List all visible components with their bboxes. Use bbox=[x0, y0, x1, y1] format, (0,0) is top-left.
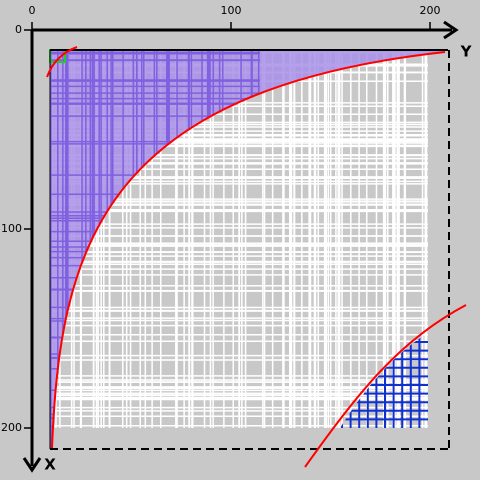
y-tick-label: 100 bbox=[221, 4, 242, 17]
red-curve bbox=[46, 46, 78, 78]
red-curve bbox=[51, 51, 446, 449]
y-tick-label: 200 bbox=[420, 4, 441, 17]
y-axis-arrow bbox=[443, 20, 459, 40]
y-axis-name: Y bbox=[460, 43, 473, 61]
x-axis-arrow bbox=[22, 457, 42, 473]
x-tick-label: 0 bbox=[15, 23, 22, 36]
x-tick-label: 100 bbox=[1, 222, 22, 235]
y-tick-label: 0 bbox=[29, 4, 36, 17]
x-axis-name: X bbox=[44, 456, 56, 474]
red-curve bbox=[304, 304, 467, 468]
x-tick-label: 200 bbox=[1, 421, 22, 434]
